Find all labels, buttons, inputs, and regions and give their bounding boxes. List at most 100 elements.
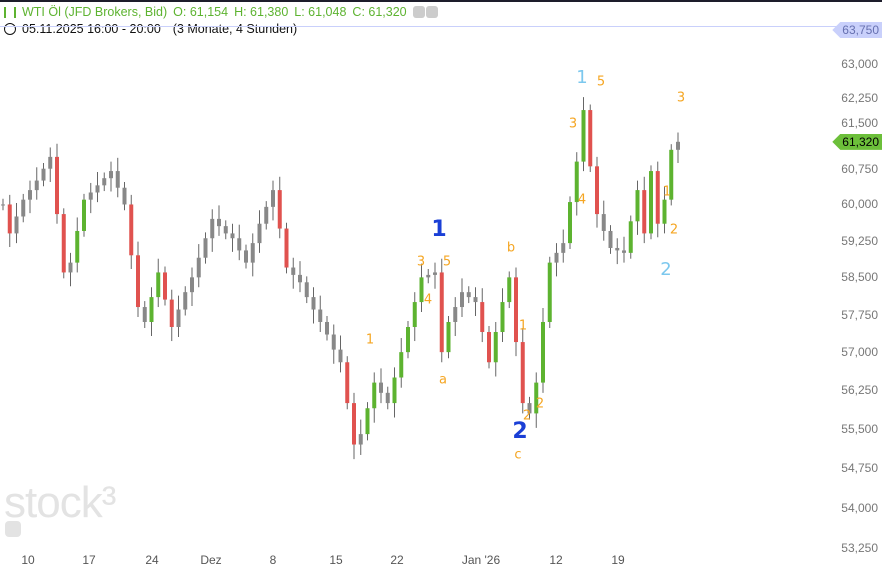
- y-tick-label: 53,250: [841, 541, 878, 556]
- candle: [608, 225, 613, 254]
- candle: [595, 156, 599, 228]
- candle-body: [318, 309, 323, 322]
- candle-body: [95, 185, 100, 193]
- candle-body: [466, 292, 471, 298]
- candle: [568, 196, 572, 249]
- candle-body: [520, 342, 525, 404]
- candle-body: [196, 257, 201, 278]
- x-tick-label: 24: [145, 553, 159, 567]
- candle-body: [426, 274, 431, 278]
- candle-body: [250, 243, 255, 263]
- x-tick-label: 10: [21, 553, 35, 567]
- candle-body: [385, 392, 390, 404]
- candle: [581, 97, 586, 172]
- indicator-icon[interactable]: [4, 6, 16, 18]
- candle: [68, 252, 73, 287]
- candle: [379, 368, 383, 404]
- eye-icon[interactable]: [412, 6, 425, 18]
- candle-body: [264, 206, 269, 224]
- top-border: [0, 0, 882, 2]
- candle: [115, 157, 120, 198]
- wave-label: b: [506, 240, 516, 256]
- candle: [95, 172, 100, 203]
- y-tick-label: 54,000: [841, 500, 878, 515]
- candle-body: [595, 166, 599, 215]
- x-tick-label: 15: [329, 553, 343, 567]
- candle: [217, 205, 221, 236]
- candle-body: [169, 299, 174, 327]
- candle: [561, 229, 566, 263]
- candle: [61, 208, 66, 279]
- candle-body: [372, 382, 377, 409]
- y-tick-label: 60,750: [841, 161, 878, 176]
- wave-label: 1: [365, 332, 375, 348]
- candle: [82, 193, 86, 237]
- last-price-tag: 61,320: [832, 133, 882, 150]
- wave-label: 2: [522, 408, 532, 424]
- candle-body: [331, 334, 336, 350]
- candle: [601, 200, 606, 241]
- instrument-title[interactable]: WTI Öl (JFD Brokers, Bid): [22, 5, 168, 19]
- instrument-header: WTI Öl (JFD Brokers, Bid) O: 61,154 H: 6…: [4, 5, 438, 19]
- candle-body: [210, 218, 215, 239]
- candle-body: [82, 199, 86, 231]
- candle-body: [311, 297, 316, 310]
- candle: [109, 161, 113, 192]
- candle: [520, 327, 525, 414]
- candle-body: [142, 307, 147, 322]
- candle: [311, 287, 316, 324]
- candle-body: [365, 408, 370, 435]
- candle: [439, 258, 444, 363]
- candle-body: [527, 403, 532, 414]
- candle: [190, 267, 194, 307]
- candle: [446, 316, 451, 359]
- candlestick-plot[interactable]: [0, 0, 830, 569]
- y-tick-label: 57,750: [841, 307, 878, 322]
- expand-icon[interactable]: [5, 521, 21, 537]
- candle: [365, 402, 370, 441]
- candle-body: [129, 204, 134, 256]
- candle-body: [635, 190, 640, 222]
- candle: [338, 335, 343, 373]
- candle-body: [237, 238, 242, 251]
- candle-body: [655, 171, 660, 224]
- candle: [615, 238, 620, 265]
- candle-body: [480, 302, 485, 333]
- candle-body: [28, 190, 32, 200]
- candle-body: [493, 332, 498, 363]
- x-tick-label: 17: [82, 553, 96, 567]
- candle-body: [325, 321, 329, 335]
- candle-body: [446, 321, 451, 353]
- candle: [183, 286, 188, 316]
- candle: [473, 287, 478, 317]
- x-tick-label: 19: [611, 553, 625, 567]
- candle-body: [608, 230, 613, 248]
- link-icon[interactable]: [425, 6, 438, 18]
- candle: [55, 143, 59, 224]
- candle: [230, 223, 235, 252]
- wave-label: 2: [512, 419, 528, 444]
- candle: [102, 172, 107, 192]
- candle: [487, 325, 491, 369]
- candle-body: [257, 223, 262, 244]
- high-value: H: 61,380: [234, 5, 289, 19]
- candle-body: [223, 226, 228, 234]
- candle-body: [473, 297, 478, 303]
- wave-label: 4: [423, 292, 433, 308]
- candle: [196, 244, 201, 288]
- period: (3 Monate, 4 Stunden): [172, 22, 298, 36]
- y-tick-label: 57,000: [841, 345, 878, 360]
- candle: [1, 198, 5, 211]
- date-header: 05.11.2025 16:00 - 20:00 (3 Monate, 4 St…: [4, 22, 297, 36]
- candle: [541, 308, 545, 393]
- candle: [264, 201, 269, 230]
- candle: [7, 194, 12, 248]
- candle-body: [399, 352, 404, 378]
- candle: [48, 147, 53, 183]
- y-tick-label: 55,500: [841, 421, 878, 436]
- candle: [291, 257, 296, 289]
- wave-label: 5: [596, 74, 606, 90]
- candle: [21, 193, 26, 223]
- candle: [244, 244, 248, 269]
- candle-body: [190, 277, 194, 293]
